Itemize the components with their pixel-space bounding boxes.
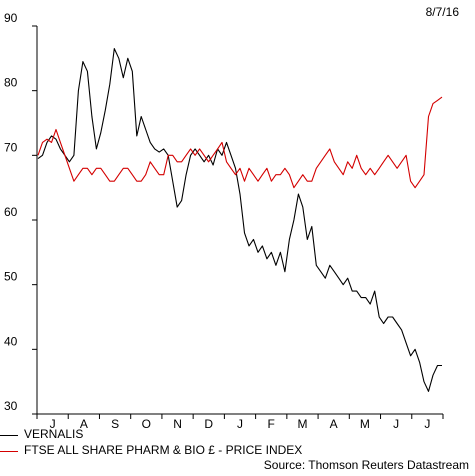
x-tick-label: J (50, 417, 56, 431)
y-tick-label: 70 (4, 140, 18, 154)
x-tick-label: D (204, 417, 213, 431)
legend-label-ftse: FTSE ALL SHARE PHARM & BIO £ - PRICE IND… (24, 443, 303, 457)
legend-item-vernalis: VERNALIS (0, 427, 200, 443)
date-label: 8/7/16 (425, 5, 459, 19)
source-note: Source: Thomson Reuters Datastream (263, 458, 469, 472)
x-tick-label: A (80, 417, 88, 431)
x-tick-label: J (237, 417, 243, 431)
chart-axes (36, 26, 443, 415)
x-tick-label: J (393, 417, 399, 431)
x-tick-label: F (268, 417, 275, 431)
series-line-vernalis (37, 48, 442, 392)
x-tick-label: M (297, 417, 307, 431)
x-tick-label: M (360, 417, 370, 431)
y-tick-label: 40 (4, 334, 18, 348)
y-tick-label: 50 (4, 270, 18, 284)
series-line-ftse (37, 96, 443, 189)
y-tick-label: 60 (4, 205, 18, 219)
x-tick-label: J (424, 417, 430, 431)
legend-label-vernalis: VERNALIS (24, 427, 84, 441)
y-tick-label: 90 (4, 11, 18, 25)
legend-item-ftse: FTSE ALL SHARE PHARM & BIO £ - PRICE IND… (0, 443, 440, 459)
legend-swatch-ftse (0, 451, 18, 452)
y-tick-label: 30 (4, 399, 18, 413)
x-tick-label: N (173, 417, 182, 431)
x-tick-label: O (142, 417, 151, 431)
x-tick-label: A (330, 417, 338, 431)
chart-series (37, 48, 443, 392)
legend-swatch-vernalis (0, 435, 18, 436)
y-tick-label: 80 (4, 76, 18, 90)
x-tick-label: S (111, 417, 119, 431)
chart-ticks: 30 40 50 60 70 80 90 J A S O N D J F M A M J J (4, 11, 444, 431)
